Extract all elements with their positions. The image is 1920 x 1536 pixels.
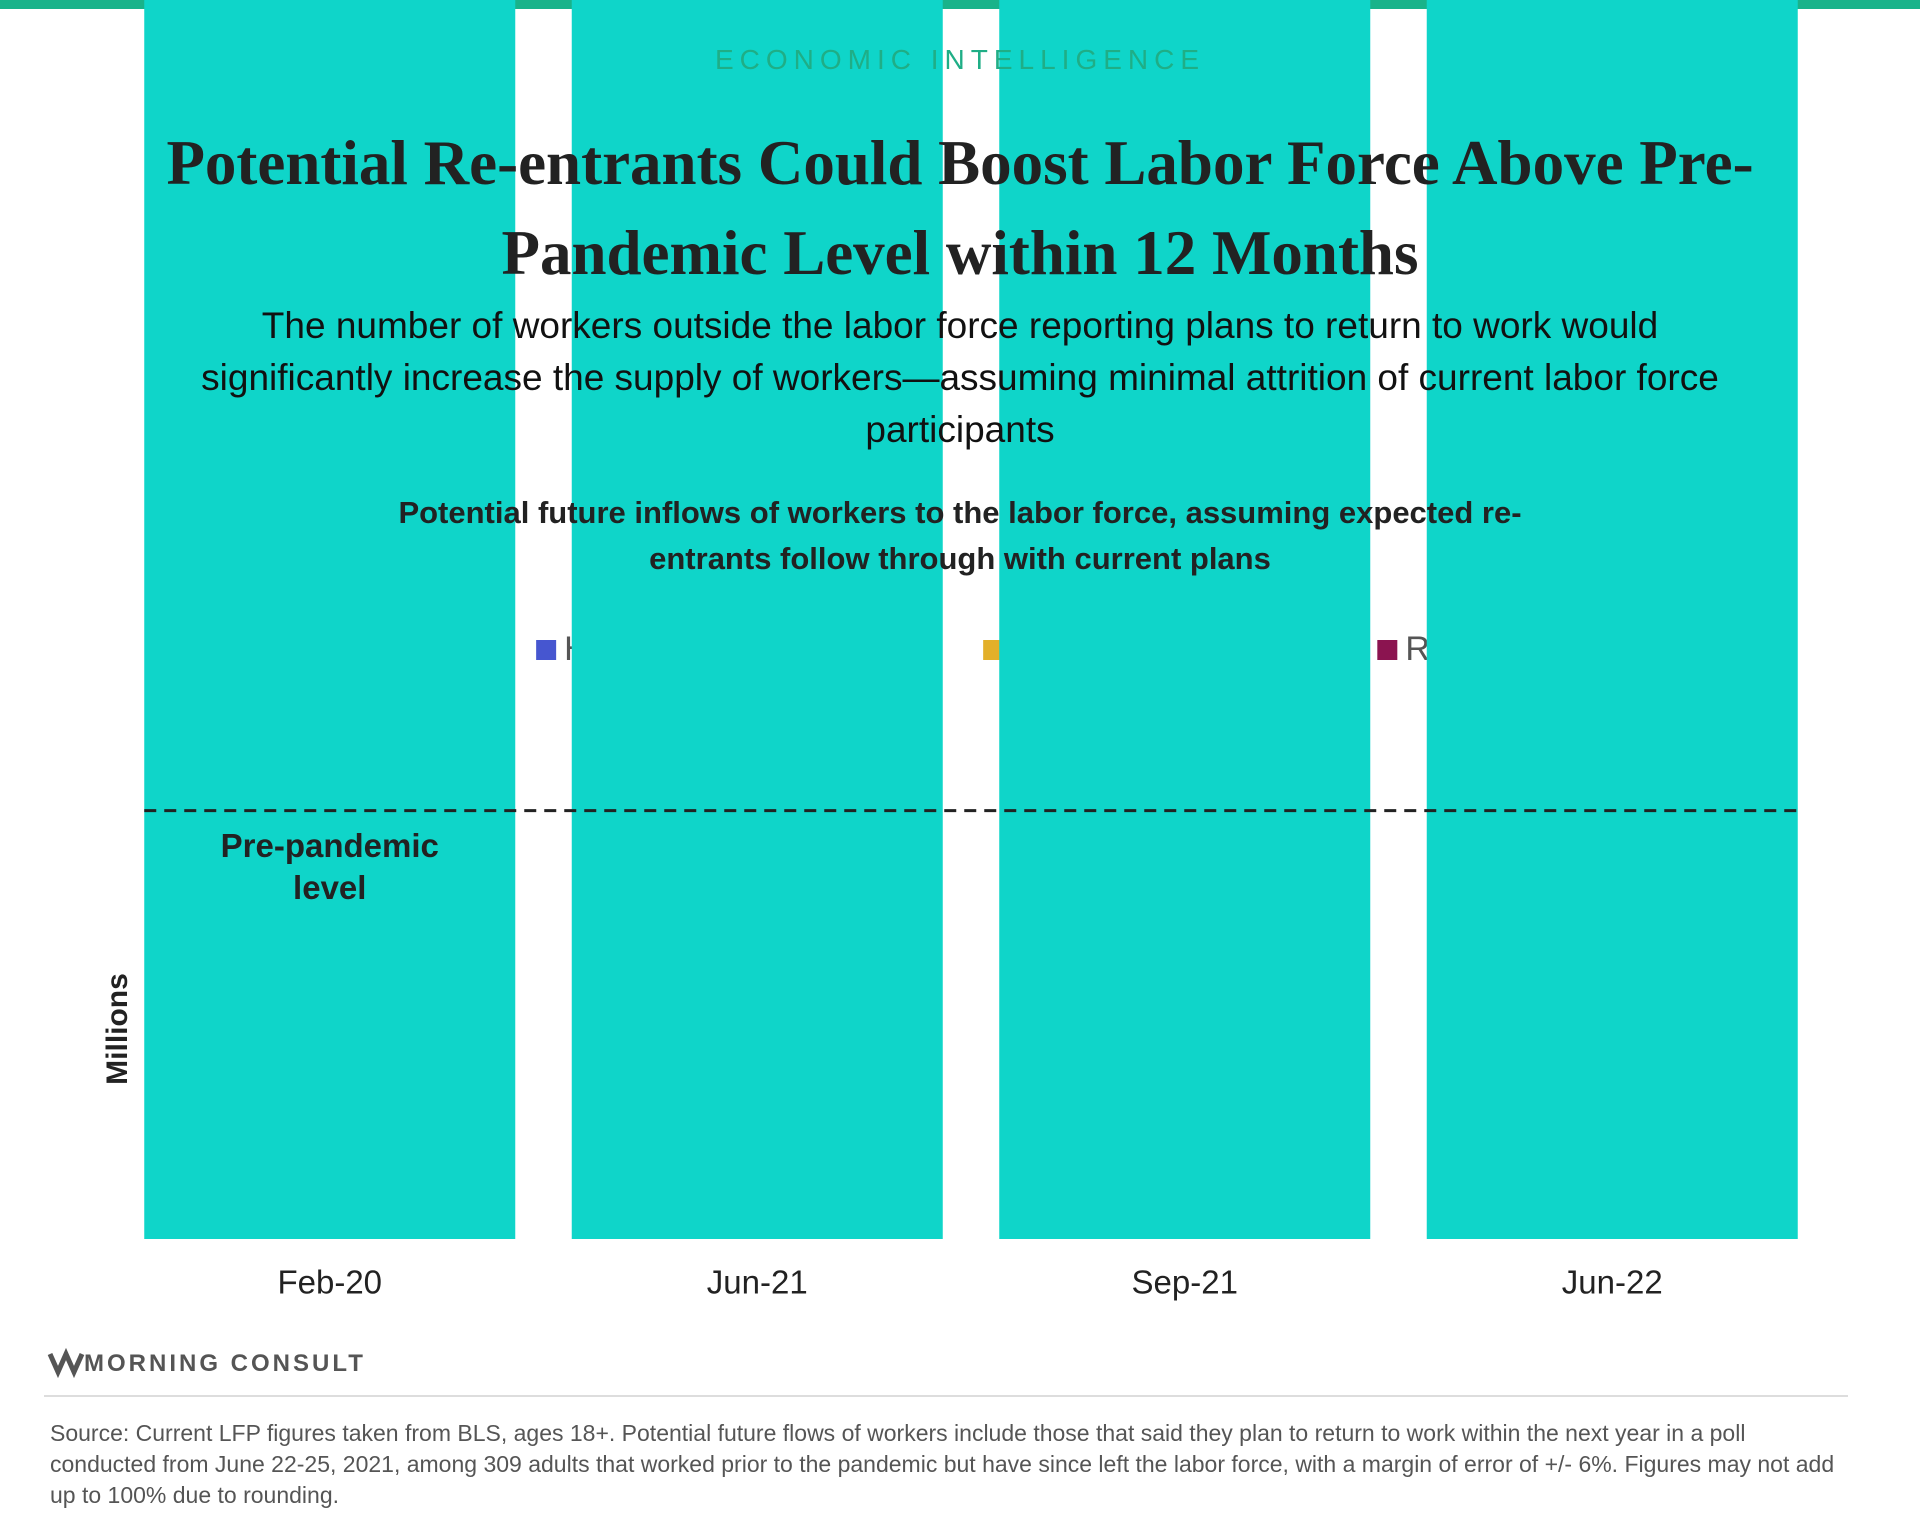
x-tick-label: Feb-20: [277, 1264, 382, 1301]
brand: MORNING CONSULT: [84, 1350, 366, 1377]
legend-swatch: [536, 640, 557, 660]
source-note: Source: Current LFP figures taken from B…: [50, 1420, 1835, 1508]
bar-segment: [144, 0, 516, 1239]
bar-segment: [1426, 0, 1798, 1239]
subtitle: The number of workers outside the labor …: [201, 305, 1719, 450]
legend-swatch: [983, 640, 1004, 660]
x-tick-label: Jun-21: [707, 1264, 808, 1301]
bar-segment: [999, 0, 1371, 1239]
brand-logo: [47, 1347, 85, 1379]
y-axis-label: Millions: [101, 973, 134, 1085]
x-tick-label: Jun-22: [1562, 1264, 1663, 1301]
title: Potential Re-entrants Could Boost Labor …: [166, 128, 1754, 288]
kicker: ECONOMIC INTELLIGENCE: [714, 44, 1206, 75]
chart-title: Potential future inflows of workers to t…: [398, 495, 1522, 576]
legend-swatch: [1377, 640, 1398, 660]
reference-label: Pre-pandemic level: [220, 826, 439, 906]
x-tick-label: Sep-21: [1132, 1264, 1238, 1301]
top-bar: [0, 0, 1920, 9]
bar-segment: [571, 0, 943, 1239]
